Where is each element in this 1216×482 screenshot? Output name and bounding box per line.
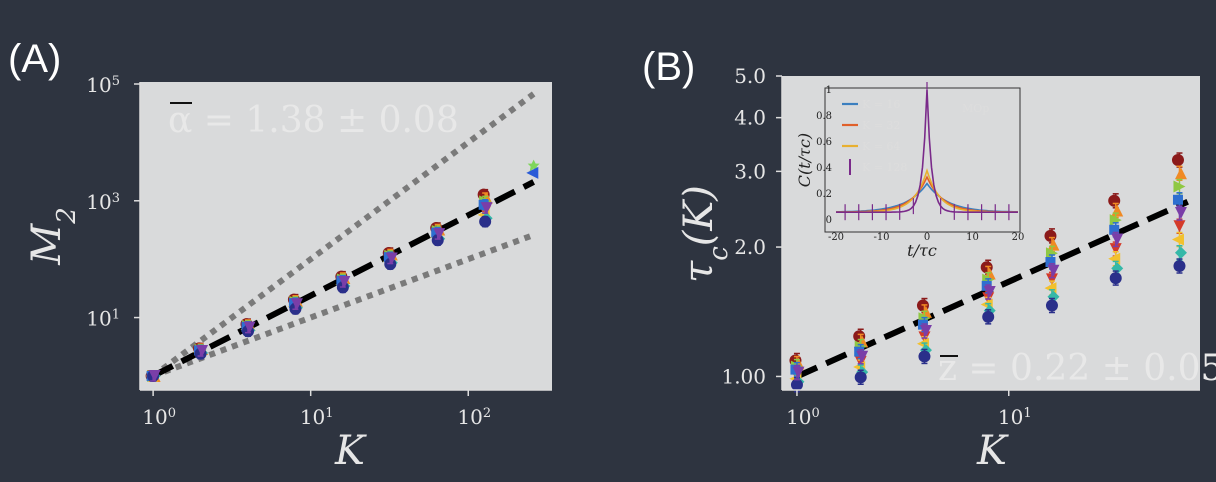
inset-y-tick: 0.8 bbox=[816, 111, 832, 122]
inset-y-tick: 0.4 bbox=[816, 163, 832, 174]
data-point bbox=[1172, 194, 1183, 205]
data-point bbox=[1109, 224, 1120, 235]
data-point bbox=[1174, 167, 1187, 180]
inset-ylabel: C(t/τc) bbox=[795, 133, 814, 187]
data-point bbox=[1045, 247, 1058, 260]
data-point bbox=[1174, 246, 1187, 259]
data-point bbox=[1174, 207, 1187, 220]
data-point bbox=[918, 350, 931, 363]
inset-legend-label: K = 32 bbox=[862, 119, 900, 132]
y-tick-label: 3.0 bbox=[734, 159, 766, 183]
panel-a-xlabel: K bbox=[334, 428, 367, 474]
inset-x-tick: 20 bbox=[1012, 232, 1025, 243]
data-point bbox=[1045, 256, 1056, 267]
outlier-point bbox=[526, 166, 539, 179]
panel-a-annotation: α = 1.38 ± 0.08 bbox=[168, 100, 459, 141]
data-point bbox=[1109, 272, 1122, 285]
data-point bbox=[243, 321, 256, 334]
data-point bbox=[982, 310, 995, 323]
data-point bbox=[433, 228, 446, 241]
data-point bbox=[792, 366, 805, 379]
data-point bbox=[1047, 264, 1060, 277]
x-tick-label: 100 bbox=[786, 405, 820, 429]
data-point bbox=[338, 276, 351, 289]
y-tick-label: 105 bbox=[86, 73, 120, 97]
data-point bbox=[431, 234, 444, 247]
x-tick-label: 101 bbox=[300, 405, 334, 429]
y-tick-label: 2.0 bbox=[734, 235, 766, 259]
bound-line bbox=[152, 232, 535, 379]
x-tick-label: 100 bbox=[142, 405, 176, 429]
inset-plot: -20 -10 0 10 20 0 0.2 0.4 0.6 0.8 1 K = 16 K = 32 K =… bbox=[795, 82, 1024, 260]
y-tick-label: 5.0 bbox=[734, 64, 766, 88]
data-point bbox=[983, 286, 996, 299]
panel-b-ylabel: τc(K) bbox=[676, 185, 734, 283]
inset-y-tick: 0.2 bbox=[816, 189, 832, 200]
panel-a-ylabel: M2 bbox=[24, 207, 82, 266]
x-tick-label: 102 bbox=[457, 405, 491, 429]
y-tick-label: 103 bbox=[86, 190, 120, 214]
inset-y-tick: 1 bbox=[826, 85, 832, 96]
inset-legend-label: K = 128 bbox=[862, 161, 907, 174]
data-point bbox=[1171, 233, 1184, 246]
y-tick-label: 4.0 bbox=[734, 106, 766, 130]
inset-legend-label: K = 16 bbox=[862, 98, 900, 111]
inset-legend-tag: MOp bbox=[962, 102, 989, 115]
panel-b-label: (B) bbox=[642, 45, 695, 89]
data-point bbox=[1045, 273, 1058, 286]
panel-a-label: (A) bbox=[8, 37, 61, 81]
inset-xlabel: t/τc bbox=[907, 241, 937, 260]
y-tick-label: 1.00 bbox=[721, 364, 766, 388]
data-point bbox=[1173, 220, 1186, 233]
inset-y-tick: 0.6 bbox=[816, 137, 832, 148]
data-point bbox=[981, 280, 992, 291]
data-point bbox=[790, 378, 803, 391]
data-point bbox=[1044, 229, 1057, 242]
x-tick-label: 101 bbox=[998, 405, 1032, 429]
inset-x-tick: 10 bbox=[966, 232, 979, 243]
data-point bbox=[1173, 180, 1186, 193]
inset-x-tick: -20 bbox=[828, 232, 844, 243]
panel-b-xlabel: K bbox=[976, 428, 1009, 474]
data-point bbox=[479, 215, 492, 228]
inset-legend-label: K = 64 bbox=[862, 140, 900, 153]
data-point bbox=[1047, 238, 1060, 251]
data-point bbox=[148, 369, 161, 382]
data-point bbox=[1111, 233, 1124, 246]
panel-b-annotation: z = 0.22 ± 0.05 bbox=[938, 348, 1216, 389]
data-point bbox=[1045, 299, 1058, 312]
data-point bbox=[480, 202, 493, 215]
data-point bbox=[290, 298, 303, 311]
data-point bbox=[856, 350, 869, 363]
panel-a-plot: 100 101 102 101 103 105 α = 1.38 ± 0.08 K M2 bbox=[24, 73, 552, 474]
inset-y-tick: 0 bbox=[826, 215, 832, 226]
data-point bbox=[1173, 260, 1186, 273]
data-point bbox=[919, 324, 932, 337]
data-point bbox=[196, 345, 209, 358]
data-point bbox=[1108, 194, 1121, 207]
data-point bbox=[1171, 154, 1184, 167]
inset-x-tick: -10 bbox=[873, 232, 889, 243]
data-point bbox=[854, 371, 867, 384]
inset-x-tick: 0 bbox=[924, 232, 930, 243]
data-point bbox=[385, 252, 398, 265]
y-tick-label: 101 bbox=[86, 307, 120, 331]
